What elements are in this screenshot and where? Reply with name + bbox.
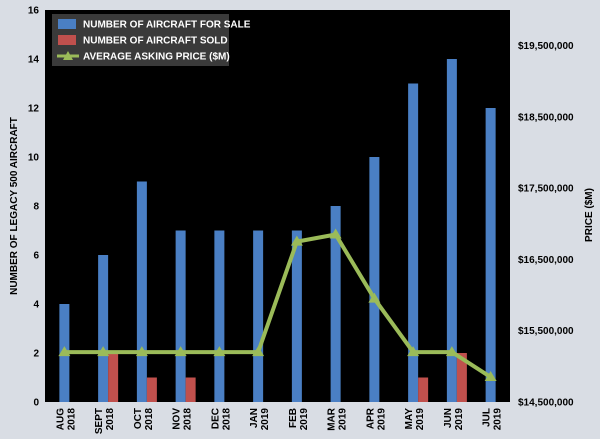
x-tick-month: MAR: [327, 407, 338, 431]
y2-tick-label: $17,500,000: [518, 184, 574, 195]
x-tick-year: 2019: [338, 408, 349, 431]
x-tick-year: 2018: [183, 408, 194, 431]
bar-sold: [185, 377, 196, 402]
y-tick-label: 6: [33, 251, 39, 262]
asking-price-point: [484, 371, 497, 382]
bar-for-sale: [175, 230, 186, 402]
x-tick-month: JAN: [249, 408, 260, 428]
x-tick-year: 2019: [415, 408, 426, 431]
x-tick-label: DEC2018: [210, 408, 232, 431]
legend-swatch-marker: [63, 51, 73, 60]
x-tick-label: MAY2019: [404, 408, 426, 431]
y-tick-label: 16: [28, 6, 40, 17]
y2-tick-label: $16,500,000: [518, 255, 574, 266]
x-tick-month: MAY: [404, 408, 415, 430]
x-tick-year: 2018: [144, 408, 155, 431]
x-tick-year: 2019: [454, 408, 465, 431]
y2-tick-label: $15,500,000: [518, 326, 574, 337]
bar-for-sale: [485, 108, 496, 402]
legend-label: AVERAGE ASKING PRICE ($M): [83, 52, 230, 63]
asking-price-point: [135, 346, 148, 357]
x-tick-label: NOV2018: [172, 408, 194, 431]
legend-box: [52, 14, 229, 66]
y2-axis-title: PRICE ($M): [584, 188, 595, 242]
x-tick-month: AUG: [55, 408, 66, 430]
asking-price-point: [329, 228, 342, 239]
y-tick-label: 2: [33, 349, 39, 360]
x-tick-label: MAR2019: [327, 407, 349, 431]
legend-label: NUMBER OF AIRCRAFT FOR SALE: [83, 20, 251, 31]
asking-price-point: [213, 346, 226, 357]
asking-price-point: [174, 346, 187, 357]
bar-for-sale: [253, 230, 264, 402]
bar-for-sale: [291, 230, 302, 402]
bar-for-sale: [330, 206, 341, 402]
legend-label: NUMBER OF AIRCRAFT SOLD: [83, 36, 228, 47]
x-tick-year: 2019: [376, 408, 387, 431]
bar-for-sale: [408, 83, 419, 402]
x-tick-month: APR: [365, 407, 376, 429]
x-tick-year: 2018: [221, 408, 232, 431]
x-tick-year: 2019: [493, 408, 504, 431]
x-tick-label: OCT2018: [133, 408, 155, 431]
asking-price-point: [368, 292, 381, 303]
bar-sold: [418, 377, 429, 402]
x-tick-month: JUL: [482, 408, 493, 427]
x-tick-label: FEB2019: [288, 408, 310, 431]
bar-for-sale: [446, 59, 457, 402]
asking-price-point: [97, 346, 110, 357]
x-tick-month: OCT: [133, 408, 144, 429]
x-tick-month: JUN: [443, 408, 454, 428]
y-tick-label: 10: [28, 153, 40, 164]
asking-price-point: [58, 346, 71, 357]
x-tick-year: 2018: [105, 408, 116, 431]
x-tick-label: AUG2018: [55, 408, 77, 431]
legend-swatch: [58, 35, 76, 45]
legend-swatch: [58, 19, 76, 29]
y-tick-label: 12: [28, 104, 40, 115]
asking-price-point: [290, 235, 303, 246]
x-tick-label: SEPT2018: [94, 408, 116, 434]
y-tick-label: 14: [28, 55, 40, 66]
asking-price-point: [252, 346, 265, 357]
x-tick-label: JUL2019: [482, 408, 504, 431]
bar-for-sale: [214, 230, 225, 402]
x-tick-label: APR2019: [365, 407, 387, 430]
asking-price-point: [407, 346, 420, 357]
x-tick-month: DEC: [210, 408, 221, 429]
y-tick-label: 8: [33, 202, 39, 213]
x-tick-year: 2019: [299, 408, 310, 431]
bar-sold: [146, 377, 157, 402]
y2-tick-label: $18,500,000: [518, 112, 574, 123]
y-tick-label: 4: [33, 300, 39, 311]
bar-for-sale: [98, 255, 109, 402]
x-tick-month: NOV: [172, 408, 183, 430]
x-tick-year: 2019: [260, 408, 271, 431]
x-tick-year: 2018: [66, 408, 77, 431]
y2-tick-label: $14,500,000: [518, 398, 574, 409]
y-axis-title: NUMBER OF LEGACY 500 AIRCRAFT: [9, 117, 20, 295]
x-tick-month: SEPT: [94, 408, 105, 434]
plot-area: [45, 10, 510, 402]
asking-price-point: [445, 346, 458, 357]
asking-price-line: [64, 232, 492, 379]
x-tick-month: FEB: [288, 408, 299, 428]
x-tick-label: JUN2019: [443, 408, 465, 431]
bar-for-sale: [369, 157, 380, 402]
bar-sold: [108, 353, 119, 402]
bar-for-sale: [136, 181, 147, 402]
x-tick-label: JAN2019: [249, 408, 271, 431]
y-tick-label: 0: [33, 398, 39, 409]
y2-tick-label: $19,500,000: [518, 41, 574, 52]
bar-sold: [456, 353, 467, 402]
